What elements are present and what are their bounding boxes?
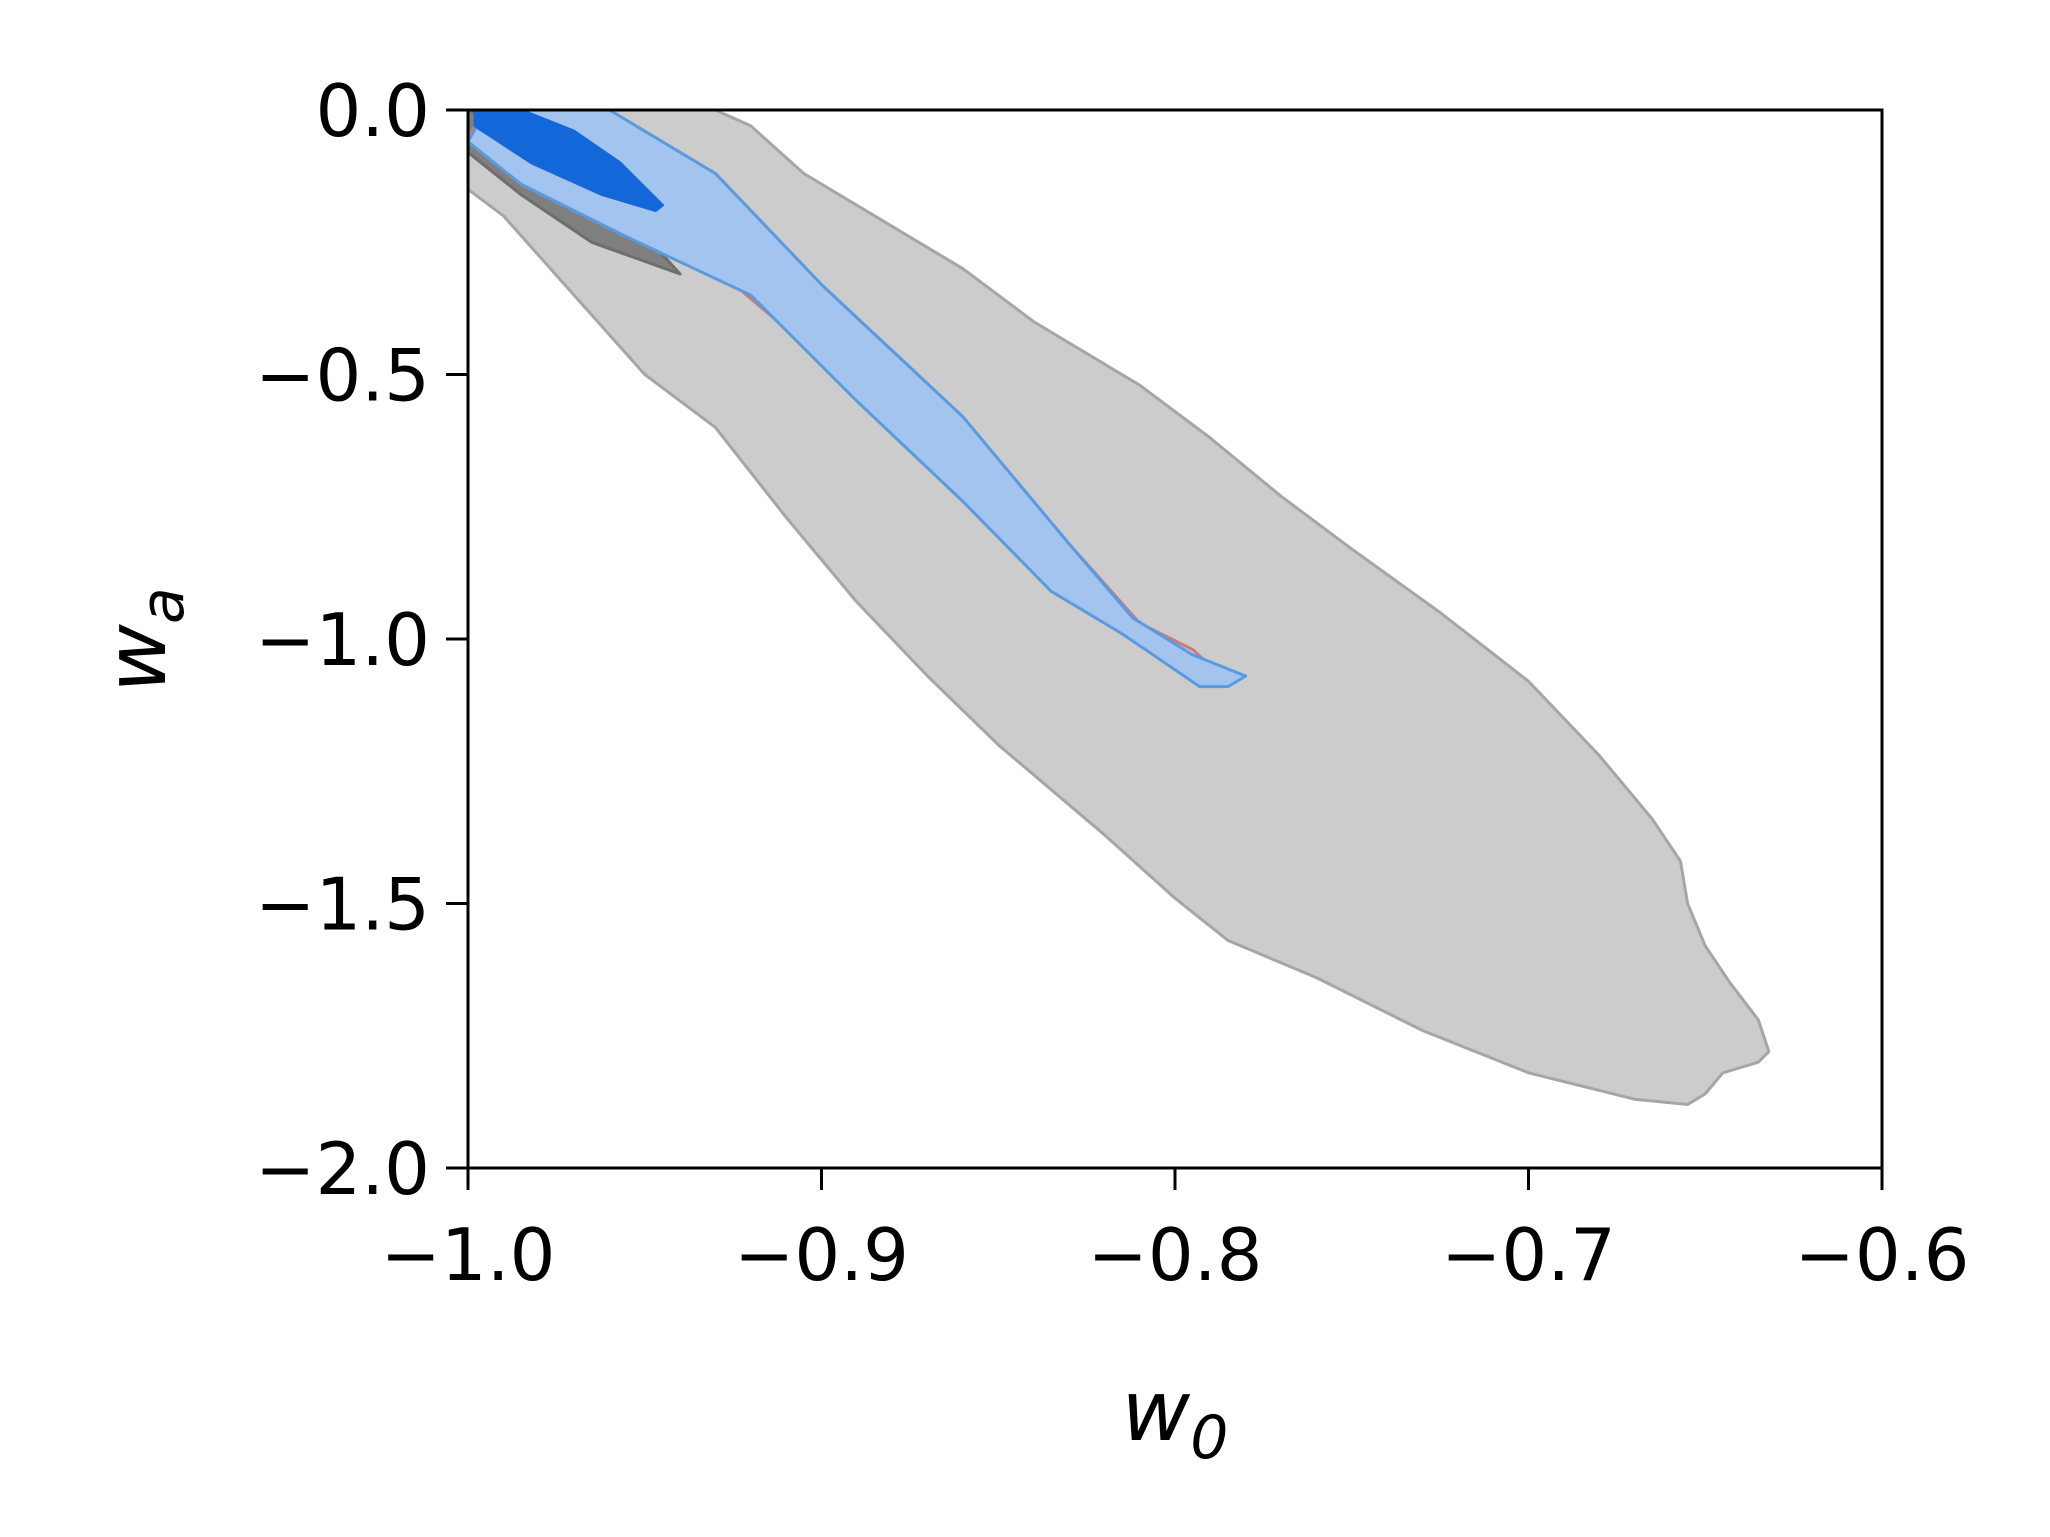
y-axis-label-main: w <box>87 624 185 693</box>
y-tick-label: −2.0 <box>255 1127 430 1211</box>
x-axis-ticks: −1.0 −0.9 −0.8 −0.7 −0.6 <box>381 1168 1970 1297</box>
contour-outer-contour-blue <box>468 110 1248 689</box>
y-tick-label: −0.5 <box>255 334 430 418</box>
x-tick-label: −0.8 <box>1088 1213 1263 1297</box>
y-axis-ticks: 0.0 −0.5 −1.0 −1.5 −2.0 <box>255 69 468 1211</box>
contour-inner-contour-blue <box>473 110 664 212</box>
x-tick-label: −0.9 <box>734 1213 909 1297</box>
x-axis-label: w0 <box>1122 1362 1229 1473</box>
x-axis-label-main: w <box>1122 1362 1191 1460</box>
x-tick-label: −0.7 <box>1441 1213 1616 1297</box>
x-axis-label-sub: 0 <box>1190 1403 1228 1473</box>
x-tick-label: −1.0 <box>381 1213 556 1297</box>
x-tick-label: −0.6 <box>1795 1213 1970 1297</box>
y-tick-label: −1.5 <box>255 863 430 947</box>
y-axis-label: wa <box>87 587 198 692</box>
contour-layer <box>468 110 1771 1106</box>
y-tick-label: 0.0 <box>315 69 430 153</box>
y-axis-label-sub: a <box>128 587 198 624</box>
y-tick-label: −1.0 <box>255 598 430 682</box>
